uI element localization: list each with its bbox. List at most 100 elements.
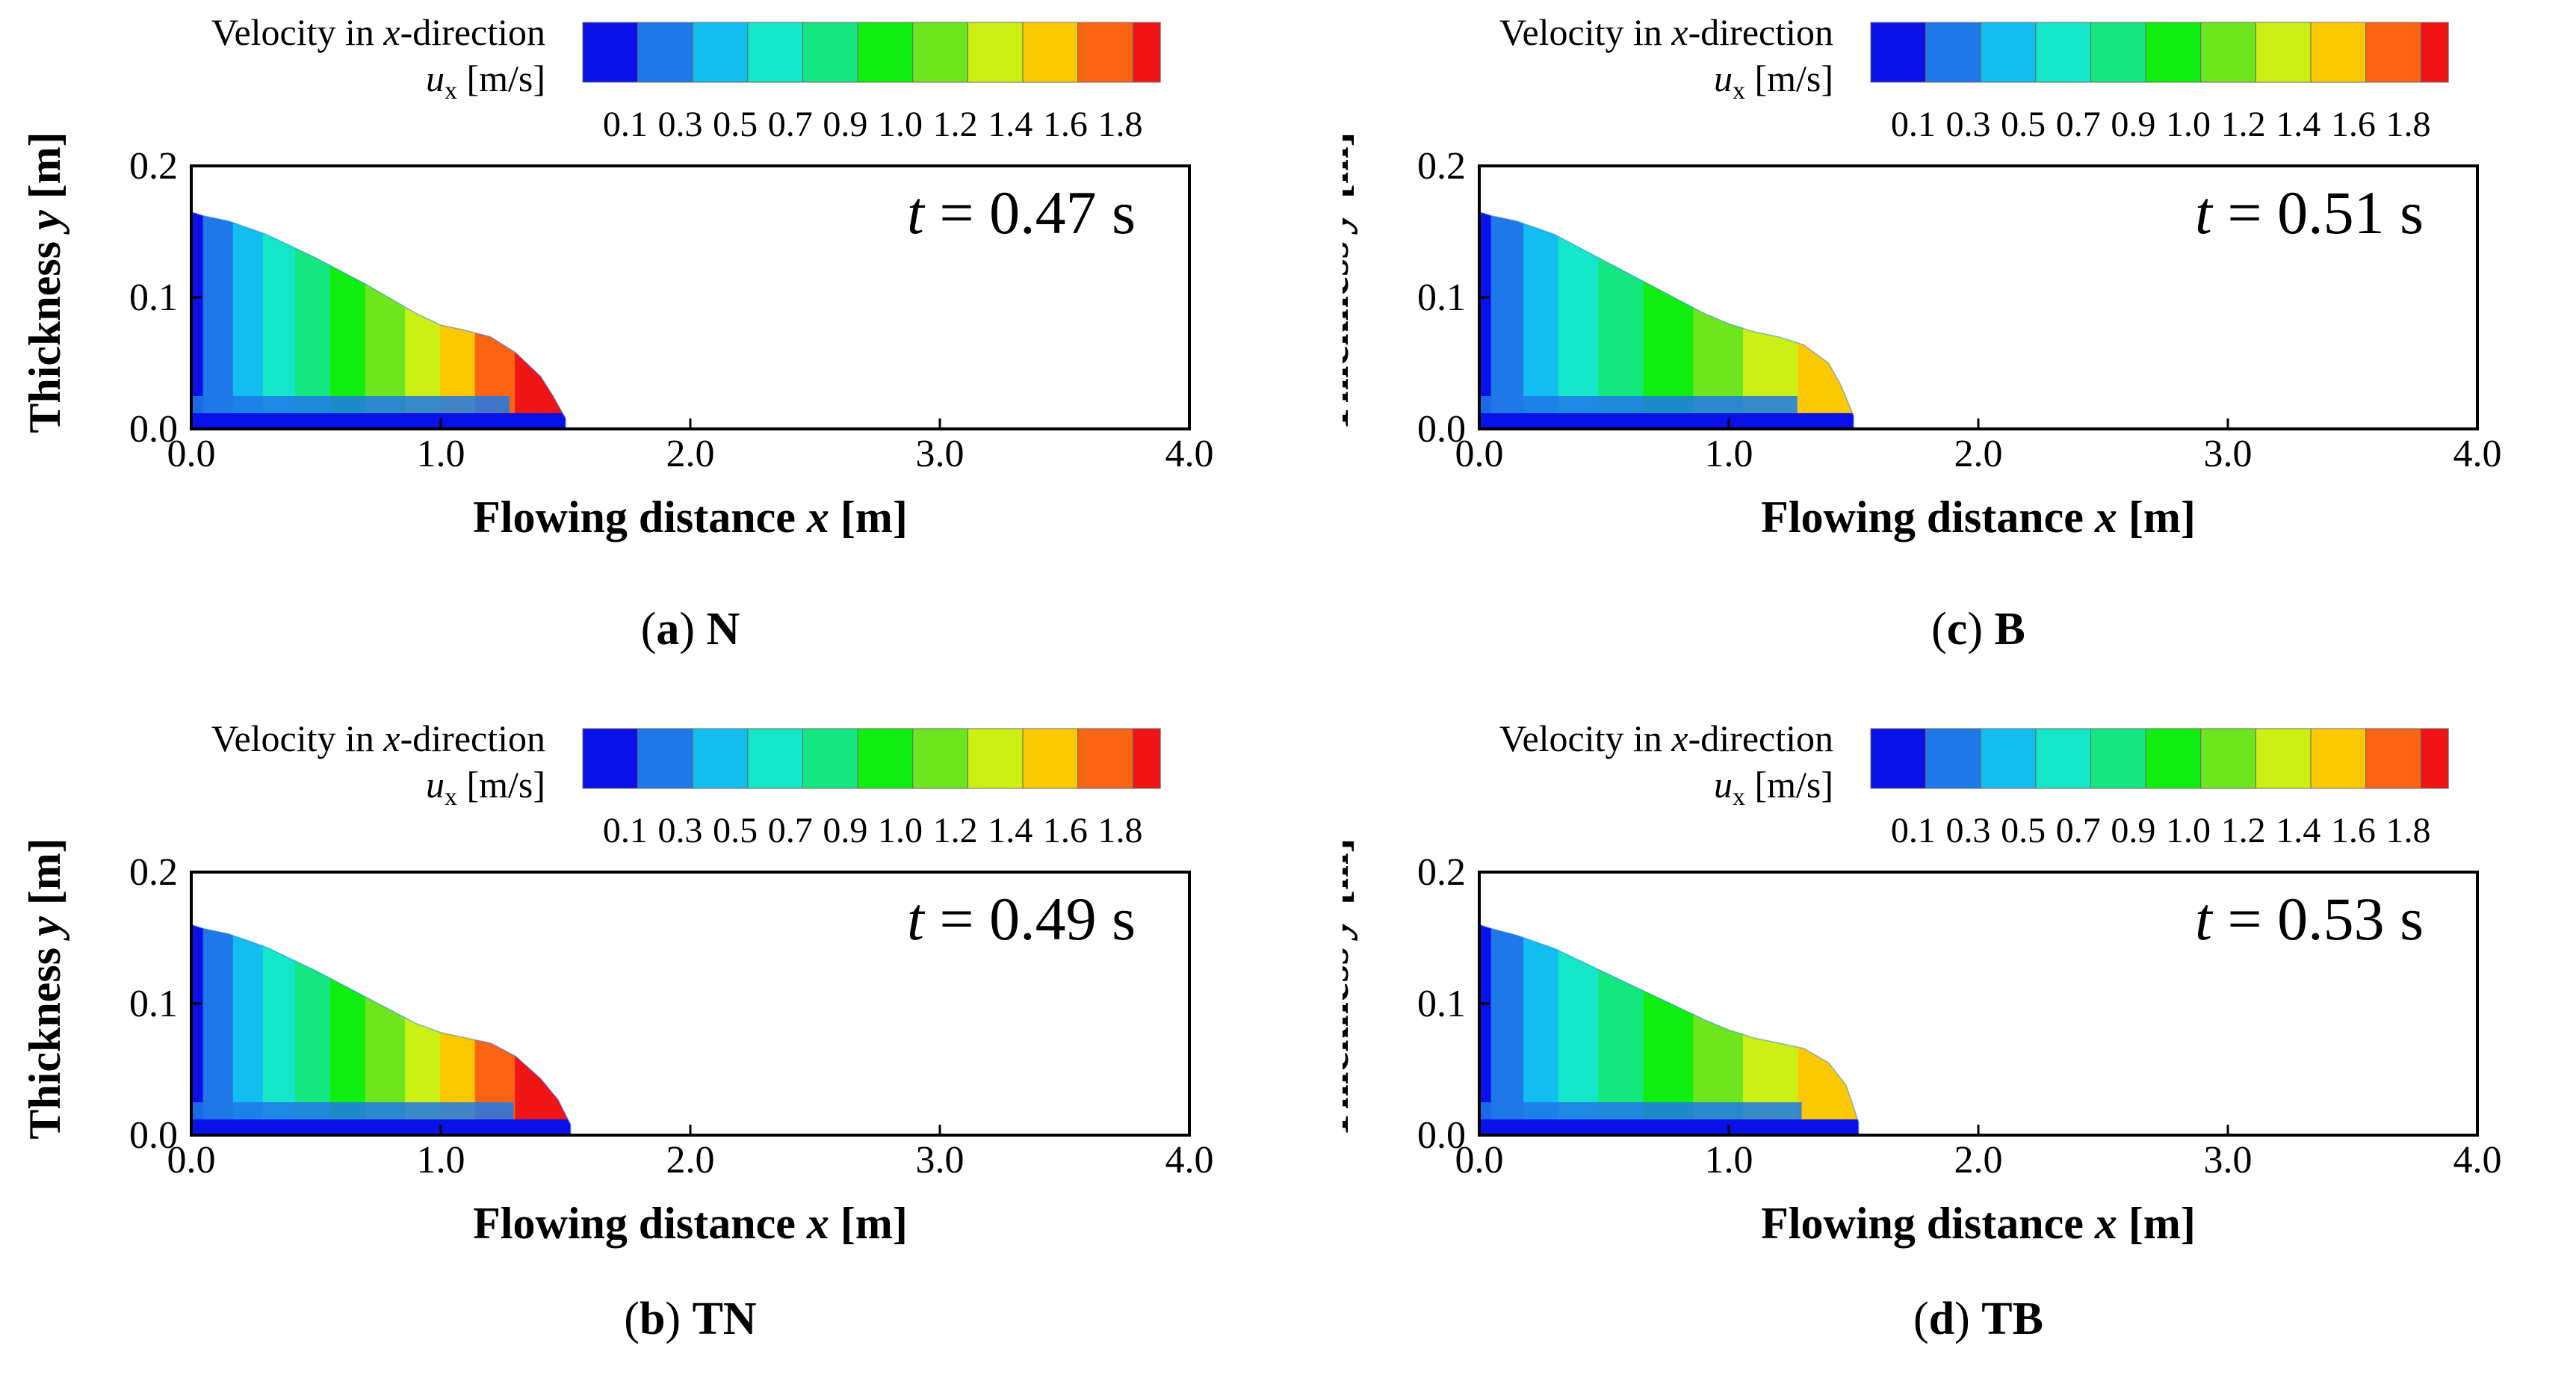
colorbar-swatch [2200, 22, 2256, 83]
y-tick-label: 0.2 [129, 851, 178, 894]
colorbar-swatch [1870, 22, 1927, 83]
contour-field [1479, 211, 1854, 429]
velocity-band [1693, 924, 1745, 1135]
bed-layer [191, 413, 566, 429]
colorbar-tick-label: 0.5 [713, 811, 758, 850]
colorbar-swatch [692, 728, 749, 789]
y-tick-label: 0.1 [129, 983, 178, 1025]
colorbar-swatch [747, 22, 804, 83]
velocity-band [474, 924, 517, 1135]
x-axis-label: Flowing distance x [m] [1761, 492, 2196, 542]
velocity-band [1490, 211, 1526, 429]
colorbar-swatch [1925, 728, 1981, 789]
velocity-band [365, 211, 407, 429]
velocity-band [330, 924, 367, 1135]
velocity-band [405, 211, 442, 429]
x-axis-label: Flowing distance x [m] [473, 1199, 908, 1248]
panel-c: 0.0 1.0 2.0 3.0 4.0 0.0 0.1 0.2 Flowing distance… [1343, 0, 2576, 689]
velocity-band [365, 924, 407, 1135]
x-tick-label: 2.0 [666, 1139, 715, 1181]
colorbar-swatch [2420, 22, 2449, 83]
chart-c: 0.0 1.0 2.0 3.0 4.0 0.0 0.1 0.2 Flowing distance… [1343, 11, 2502, 655]
velocity-band [440, 924, 477, 1135]
y-tick-label: 0.2 [129, 145, 178, 188]
x-tick-label: 0.0 [167, 1139, 216, 1181]
colorbar-swatch [582, 728, 639, 789]
colorbar-swatch [967, 22, 1024, 83]
colorbar-swatch [1022, 728, 1079, 789]
x-tick-label: 1.0 [1705, 1139, 1753, 1181]
colorbar-tick-label: 0.3 [1945, 811, 1990, 850]
y-tick-label: 0.0 [1417, 1114, 1466, 1157]
x-tick-label: 2.0 [1954, 1139, 2003, 1181]
colorbar-title: Velocity in x-direction [1499, 11, 1833, 53]
velocity-band [232, 211, 264, 429]
colorbar-title: Velocity in x-direction [211, 11, 545, 53]
bed-layer [191, 1119, 571, 1135]
chart-d: 0.0 1.0 2.0 3.0 4.0 0.0 0.1 0.2 Flowing distance… [1343, 717, 2502, 1344]
velocity-band [191, 211, 205, 429]
x-tick-label: 3.0 [916, 1139, 965, 1181]
colorbar-swatch [1077, 728, 1133, 789]
colorbar-swatch [1132, 728, 1161, 789]
contour-field [1479, 924, 1859, 1135]
velocity-band [1643, 211, 1695, 429]
y-tick-label: 0.0 [129, 408, 178, 451]
velocity-band [515, 924, 571, 1135]
colorbar-swatch [2145, 728, 2202, 789]
y-tick-label: 0.1 [129, 276, 178, 319]
panel-b: 0.0 1.0 2.0 3.0 4.0 0.0 0.1 0.2 Flowing distance… [0, 706, 1288, 1378]
colorbar-tick-label: 1.0 [2166, 811, 2211, 850]
colorbar-tick-label: 0.1 [1891, 811, 1936, 850]
surface-profile [191, 924, 572, 1136]
velocity-band [1598, 924, 1645, 1135]
velocity-band [474, 211, 517, 429]
x-tick-label: 3.0 [2204, 433, 2253, 475]
colorbar-swatch [857, 728, 914, 789]
bed-layer [1479, 1102, 1802, 1119]
velocity-band [1558, 211, 1600, 429]
colorbar-swatch [2035, 22, 2092, 83]
x-axis-label: Flowing distance x [m] [473, 492, 908, 542]
colorbar-swatch [692, 22, 749, 83]
panel-d: 0.0 1.0 2.0 3.0 4.0 0.0 0.1 0.2 Flowing distance… [1343, 706, 2576, 1378]
colorbar-tick-label: 0.7 [2056, 811, 2101, 850]
colorbar-swatch [2145, 22, 2202, 83]
colorbar-title: Velocity in x-direction [211, 717, 545, 759]
colorbar-tick-label: 1.4 [2276, 105, 2320, 144]
bed-layer [1479, 396, 1798, 413]
x-tick-label: 1.0 [417, 433, 465, 475]
x-tick-label: 2.0 [1954, 433, 2003, 475]
y-axis-label: Thickness y [m] [1343, 132, 1357, 433]
velocity-band [232, 924, 264, 1135]
velocity-band [1743, 924, 1800, 1135]
colorbar-swatch [2255, 22, 2312, 83]
colorbar-swatch [1132, 22, 1161, 83]
colorbar-unit: ux [m/s] [426, 58, 545, 105]
y-tick-label: 0.0 [1417, 408, 1466, 451]
x-tick-label: 2.0 [666, 433, 715, 475]
colorbar-swatch [637, 22, 693, 83]
colorbar-tick-label: 0.9 [823, 105, 867, 144]
x-axis-label: Flowing distance x [m] [1761, 1199, 2196, 1248]
bed-layer [191, 1102, 514, 1119]
y-tick-label: 0.2 [1417, 145, 1466, 188]
y-tick-label: 0.0 [129, 1114, 178, 1157]
contour-field [191, 211, 566, 429]
colorbar-swatch [582, 22, 639, 83]
colorbar-tick-label: 1.8 [1098, 105, 1143, 144]
x-tick-label: 1.0 [1705, 433, 1753, 475]
panel-caption: (a) N [641, 604, 740, 655]
colorbar-swatch [2035, 728, 2092, 789]
colorbar-swatch [2090, 728, 2146, 789]
colorbar-tick-label: 0.1 [603, 105, 648, 144]
colorbar-tick-label: 1.6 [1043, 811, 1088, 850]
colorbar-tick-label: 0.5 [2001, 105, 2046, 144]
y-axis-label: Thickness y [m] [20, 132, 69, 433]
colorbar-tick-label: 0.7 [768, 105, 813, 144]
colorbar-tick-label: 0.9 [823, 811, 867, 850]
contour-field [191, 924, 571, 1135]
colorbar-tick-label: 1.8 [2386, 105, 2431, 144]
velocity-band [202, 924, 235, 1135]
colorbar-tick-label: 1.2 [2221, 811, 2266, 850]
